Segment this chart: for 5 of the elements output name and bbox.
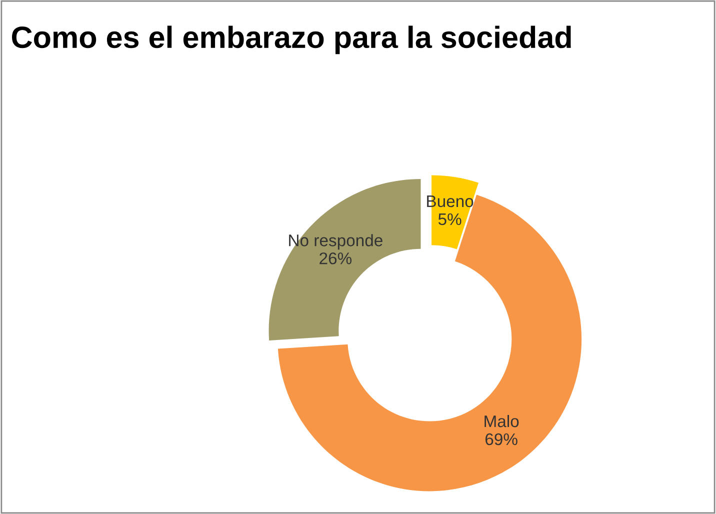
data-label: 69%: [485, 433, 518, 446]
slice-label: Malo: [484, 414, 519, 428]
data-label: 26%: [320, 252, 352, 264]
data-label: 5%: [438, 213, 462, 226]
chart-title: Como es el embarazo para la sociedad: [12, 26, 571, 54]
